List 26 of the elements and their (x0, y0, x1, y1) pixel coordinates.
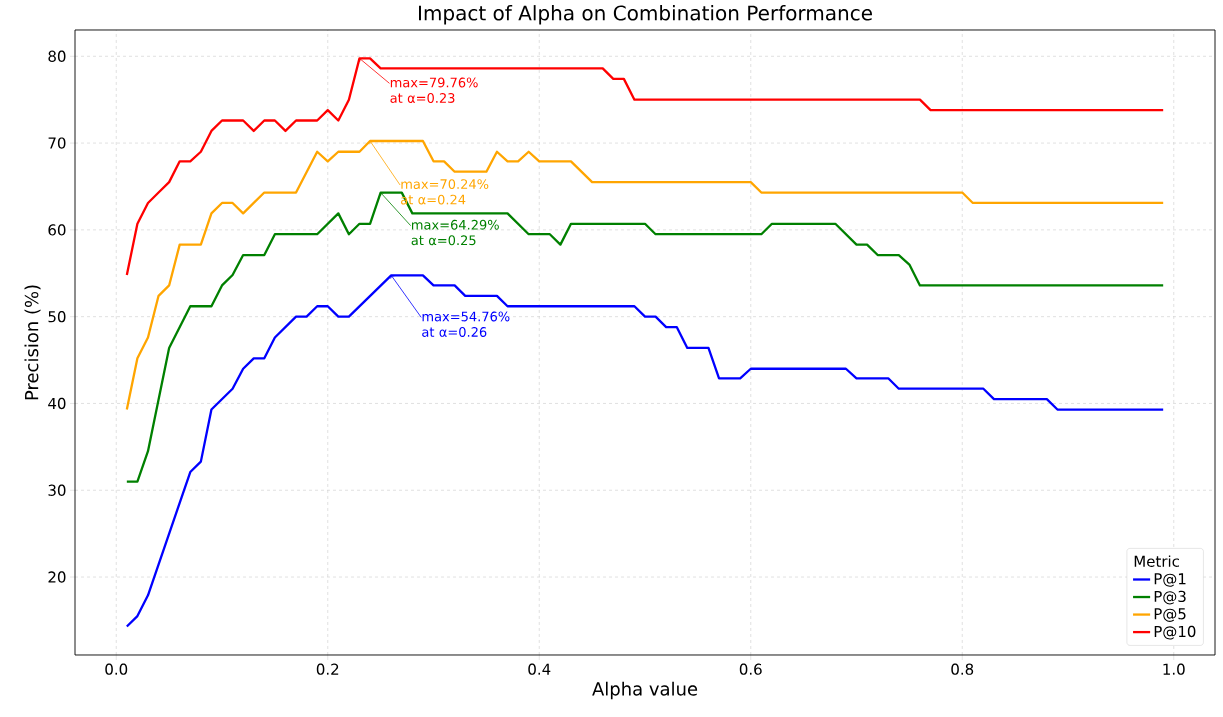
y-tick-label: 50 (48, 310, 66, 323)
legend-label: P@5 (1154, 608, 1186, 622)
annotation: max=54.76% at α=0.26 (422, 311, 510, 337)
y-tick-label: 20 (48, 571, 66, 583)
y-tick-label: 70 (48, 137, 66, 149)
y-tick-label: 30 (48, 484, 66, 496)
annotation: max=64.29% at α=0.25 (411, 219, 499, 246)
x-tick-label: 0.6 (739, 663, 762, 675)
x-tick-label: 0.8 (951, 663, 974, 675)
x-tick-label: 0.4 (528, 663, 551, 675)
y-tick-label: 80 (48, 50, 66, 62)
legend-label: P@1 (1154, 573, 1186, 587)
legend-label: P@3 (1154, 590, 1186, 605)
x-tick-label: 0.0 (105, 663, 128, 675)
y-tick-label: 40 (48, 397, 66, 410)
y-tick-label: 60 (48, 224, 66, 236)
y-axis-title: Precision (%) (24, 285, 41, 400)
legend-title: Metric (1134, 555, 1179, 567)
x-tick-label: 1.0 (1163, 663, 1185, 675)
legend-label: P@10 (1154, 625, 1196, 640)
line-series (125, 57, 1165, 277)
x-tick-label: 0.2 (316, 663, 339, 675)
annotation: max=79.76% at α=0.23 (390, 77, 478, 103)
x-axis-title: Alpha value (592, 681, 698, 700)
line-series (125, 139, 1165, 411)
chart-title: Impact of Alpha on Combination Performance (419, 5, 872, 25)
